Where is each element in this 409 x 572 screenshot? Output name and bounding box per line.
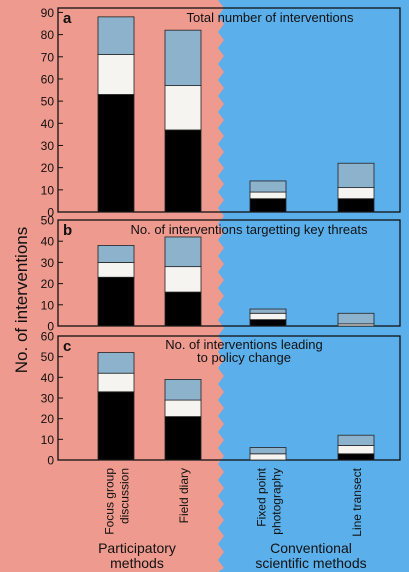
bar-segment	[97, 372, 135, 393]
y-tick-label: 80	[41, 28, 55, 42]
bar-segment	[249, 308, 287, 314]
category-label: Focus group	[103, 468, 117, 535]
y-axis-title: No. of interventions	[12, 227, 31, 373]
bar-segment	[164, 29, 202, 87]
panel-title: Total number of interventions	[187, 10, 354, 25]
bar-segment	[249, 312, 287, 321]
group-label: Conventional	[270, 540, 352, 556]
y-tick-label: 60	[41, 330, 55, 344]
bar-segment	[249, 180, 287, 193]
y-tick-label: 30	[41, 256, 55, 270]
panel-title-line: to policy change	[197, 350, 291, 365]
panel-title: No. of interventions targetting key thre…	[130, 222, 368, 237]
y-tick-label: 0	[47, 206, 54, 220]
bar-segment	[164, 236, 202, 268]
y-tick-label: 60	[41, 72, 55, 86]
bar-segment	[337, 312, 375, 325]
bar-segment	[337, 187, 375, 200]
y-tick-label: 30	[41, 392, 55, 406]
y-tick-label: 50	[41, 214, 55, 228]
y-tick-label: 40	[41, 117, 55, 131]
y-tick-label: 50	[41, 350, 55, 364]
bar-segment	[164, 85, 202, 131]
bar-segment	[164, 291, 202, 327]
bar-segment	[97, 54, 135, 95]
y-tick-label: 70	[41, 50, 55, 64]
bar-segment	[337, 162, 375, 189]
chart-panels: 0 10 20 30 40 50 60 70 80 90 a Total number of inte…	[41, 6, 401, 468]
y-tick-label: 40	[41, 235, 55, 249]
bar-segment	[249, 453, 287, 461]
bar-segment	[164, 378, 202, 401]
y-tick-label: 10	[41, 298, 55, 312]
chart-panel-b: 0 10 20 30 40 50 b No. of interventions targett…	[41, 214, 401, 334]
bar-segment	[249, 447, 287, 455]
y-tick-label: 10	[41, 433, 55, 447]
panel-frame	[57, 7, 401, 213]
category-label: Fixed point	[255, 467, 269, 526]
bar-segment	[337, 445, 375, 455]
group-label: Participatory	[98, 540, 176, 556]
bar-segment	[97, 276, 135, 327]
bar-segment	[337, 198, 375, 213]
bar-segment	[97, 352, 135, 374]
panel-letter: a	[63, 10, 72, 27]
group-label: scientific methods	[255, 555, 366, 571]
group-label: methods	[110, 555, 164, 571]
y-tick-label: 50	[41, 95, 55, 109]
bar-segment	[337, 434, 375, 446]
chart-panel-c: 0 10 20 30 40 50 60 c No. of interventions leadi…	[41, 330, 401, 468]
category-label: photography	[270, 468, 284, 535]
bar-segment	[97, 245, 135, 263]
panel-letter: c	[63, 338, 71, 355]
bar-segment	[97, 16, 135, 55]
bar-segment	[97, 261, 135, 278]
axis-labels: Focus group discussion Field diary Fixed po…	[98, 467, 367, 571]
bar-segment	[249, 198, 287, 213]
bar-segment	[337, 453, 375, 461]
bar-segment	[249, 319, 287, 327]
y-tick-label: 0	[47, 454, 54, 468]
bar-segment	[164, 416, 202, 461]
y-tick-label: 40	[41, 371, 55, 385]
bar-segment	[97, 391, 135, 461]
y-tick-label: 30	[41, 139, 55, 153]
bar-segment	[164, 129, 202, 213]
bar-segment	[164, 399, 202, 418]
bar-segment	[249, 191, 287, 200]
y-tick-label: 90	[41, 6, 55, 20]
y-tick-label: 10	[41, 183, 55, 197]
bar-segment	[97, 94, 135, 213]
panel-title-line: No. of interventions leading	[165, 337, 323, 352]
y-tick-label: 20	[41, 277, 55, 291]
category-label: discussion	[118, 468, 132, 524]
y-tick-label: 0	[47, 320, 54, 334]
panel-frame	[57, 219, 401, 327]
category-label: Field diary	[177, 468, 191, 523]
bar-segment	[164, 266, 202, 293]
category-label: Line transect	[350, 467, 364, 536]
y-tick-label: 20	[41, 412, 55, 426]
panel-letter: b	[63, 222, 72, 239]
y-tick-label: 20	[41, 161, 55, 175]
chart-panel-a: 0 10 20 30 40 50 60 70 80 90 a Total number of inte…	[41, 6, 401, 220]
